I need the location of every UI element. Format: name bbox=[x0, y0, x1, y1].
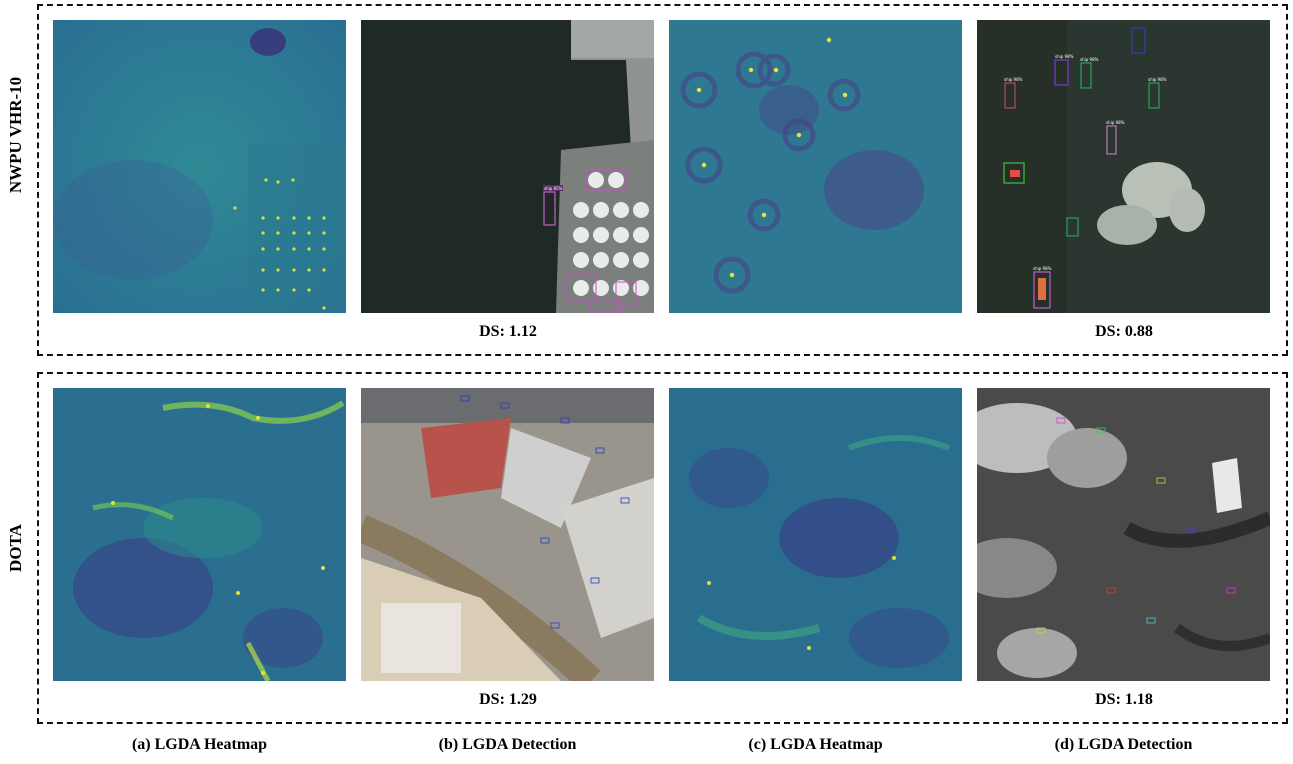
heatmap-dota-c bbox=[669, 388, 962, 681]
detection-nwpu-d: ship 98% ship 98% ship 98% ship 98% ship… bbox=[977, 20, 1270, 313]
ds-score-nwpu-left: DS: 1.12 bbox=[479, 323, 537, 340]
caption-d: (d) LGDA Detection bbox=[1054, 736, 1193, 753]
nwpu-group-frame bbox=[37, 4, 1288, 356]
dota-group-frame bbox=[37, 372, 1288, 724]
detection-nwpu-b: ship 85% bbox=[361, 20, 654, 313]
ds-score-dota-right: DS: 1.18 bbox=[1095, 691, 1153, 708]
ship-label: ship 98% bbox=[1055, 54, 1074, 59]
row-label-nwpu: NWPU VHR-10 bbox=[6, 76, 25, 194]
heatmap-nwpu-c bbox=[669, 20, 962, 313]
detection-dota-b bbox=[361, 388, 654, 681]
ship-label: ship 98% bbox=[1106, 120, 1125, 125]
ds-score-nwpu-right: DS: 0.88 bbox=[1095, 323, 1153, 340]
caption-c: (c) LGDA Heatmap bbox=[748, 736, 883, 753]
caption-a: (a) LGDA Heatmap bbox=[131, 736, 268, 753]
ship-label: ship 98% bbox=[1004, 77, 1023, 82]
heatmap-nwpu-a bbox=[53, 20, 346, 313]
detection-dota-d bbox=[977, 388, 1270, 681]
ship-label: ship 85% bbox=[544, 186, 563, 191]
ship-label: ship 98% bbox=[1080, 57, 1099, 62]
ds-score-dota-left: DS: 1.29 bbox=[479, 691, 537, 708]
ship-label: ship 98% bbox=[1148, 77, 1167, 82]
heatmap-dota-a bbox=[53, 388, 346, 681]
row-label-dota: DOTA bbox=[6, 524, 25, 572]
ship-label: ship 98% bbox=[1033, 266, 1052, 271]
caption-b: (b) LGDA Detection bbox=[438, 736, 577, 753]
